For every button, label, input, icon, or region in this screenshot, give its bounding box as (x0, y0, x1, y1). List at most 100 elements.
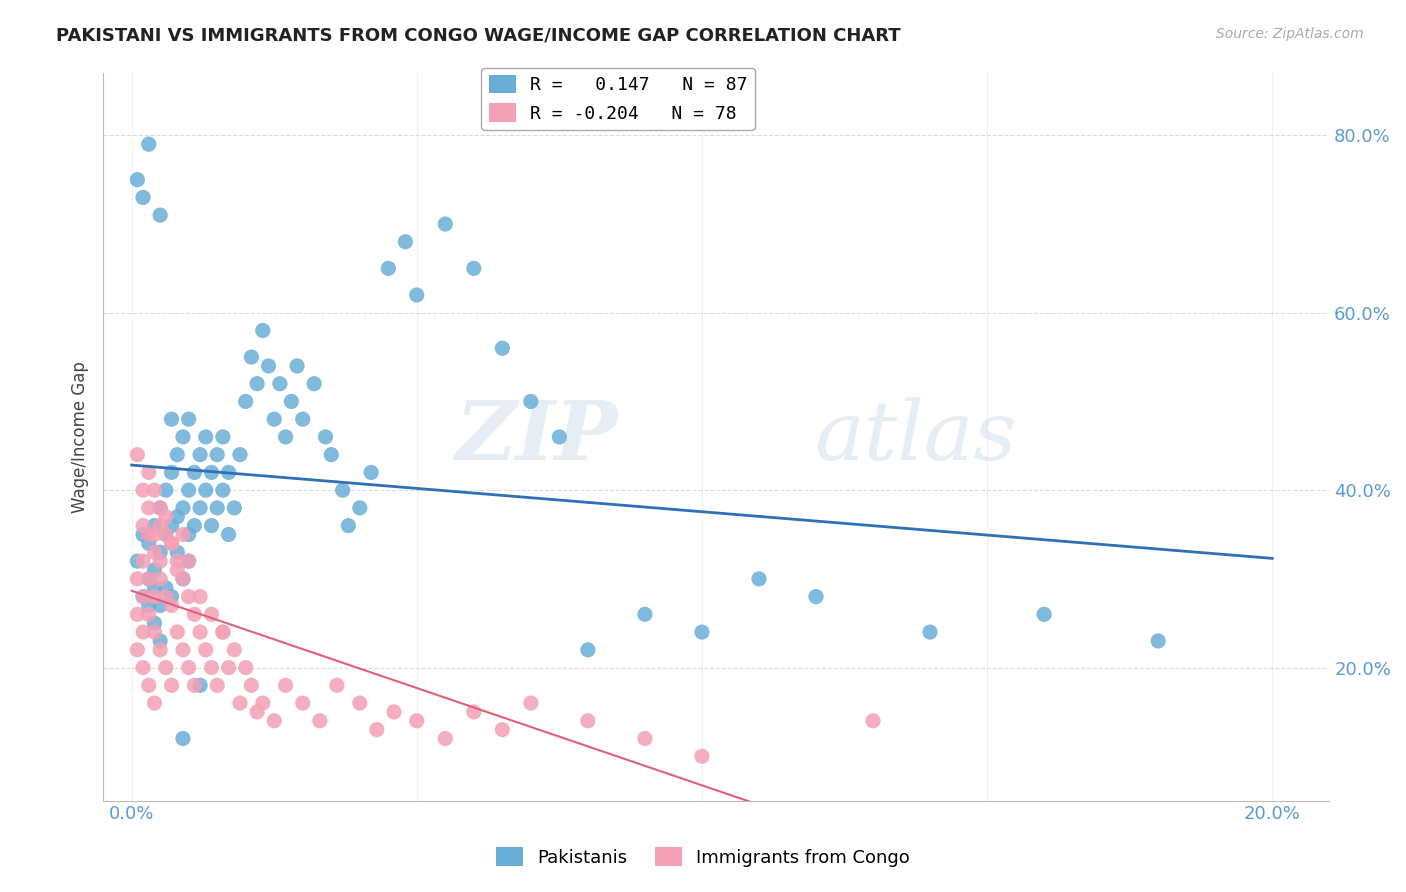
Point (149, 500, 172, 515)
Point (127, 554, 149, 568)
Point (155, 590, 177, 604)
Point (394, 235, 416, 249)
Point (246, 705, 269, 719)
Point (143, 563, 166, 577)
Point (257, 359, 280, 373)
Point (132, 590, 155, 604)
Point (132, 190, 155, 204)
Point (188, 625, 211, 640)
Point (155, 527, 177, 541)
Point (548, 430, 571, 444)
Point (183, 678, 205, 692)
Point (690, 749, 713, 764)
Point (366, 723, 388, 737)
Point (434, 217, 457, 231)
Point (155, 660, 177, 674)
Point (229, 696, 252, 710)
Point (132, 518, 155, 533)
Point (166, 448, 188, 462)
Point (235, 394, 257, 409)
Point (149, 634, 172, 648)
Point (634, 607, 657, 622)
Point (218, 660, 240, 674)
Point (138, 536, 160, 550)
Point (149, 554, 172, 568)
Point (280, 394, 302, 409)
Point (172, 572, 194, 586)
Point (291, 412, 314, 426)
Point (172, 731, 194, 746)
Point (360, 466, 382, 480)
Point (246, 376, 269, 391)
Point (138, 607, 160, 622)
Point (200, 607, 222, 622)
Point (138, 678, 160, 692)
Point (252, 323, 274, 337)
Point (155, 581, 177, 595)
Point (212, 430, 235, 444)
Point (172, 642, 194, 657)
Point (143, 696, 166, 710)
Point (149, 518, 172, 533)
Point (149, 208, 172, 222)
Point (166, 554, 188, 568)
Point (194, 642, 217, 657)
Point (160, 412, 183, 426)
Point (349, 500, 371, 515)
Point (132, 527, 155, 541)
Point (160, 518, 183, 533)
Point (166, 545, 188, 559)
Point (285, 359, 308, 373)
Point (143, 518, 166, 533)
Point (576, 642, 599, 657)
Point (405, 288, 427, 302)
Point (200, 518, 222, 533)
Point (166, 563, 188, 577)
Point (382, 705, 405, 719)
Point (160, 599, 183, 613)
Point (172, 527, 194, 541)
Point (138, 572, 160, 586)
Point (235, 660, 257, 674)
Point (188, 448, 211, 462)
Point (576, 714, 599, 728)
Point (188, 500, 211, 515)
Point (183, 518, 205, 533)
Point (377, 261, 399, 276)
Point (183, 466, 205, 480)
Point (337, 518, 360, 533)
Point (252, 696, 274, 710)
Point (491, 723, 513, 737)
Point (172, 430, 194, 444)
Point (149, 572, 172, 586)
Point (224, 642, 246, 657)
Point (160, 678, 183, 692)
Point (132, 660, 155, 674)
Point (205, 448, 228, 462)
Point (1147, 634, 1170, 648)
Point (172, 500, 194, 515)
Point (132, 554, 155, 568)
Point (143, 625, 166, 640)
Point (160, 590, 183, 604)
Point (177, 483, 200, 497)
Point (138, 599, 160, 613)
Point (263, 412, 285, 426)
Point (166, 509, 188, 524)
Point (177, 527, 200, 541)
Point (166, 625, 188, 640)
Point (315, 430, 337, 444)
Point (143, 483, 166, 497)
Point (127, 572, 149, 586)
Point (177, 554, 200, 568)
Point (212, 625, 235, 640)
Point (491, 341, 513, 355)
Point (240, 678, 263, 692)
Point (634, 731, 657, 746)
Point (177, 660, 200, 674)
Text: ZIP: ZIP (456, 397, 619, 477)
Point (918, 625, 941, 640)
Point (138, 137, 160, 152)
Legend: Pakistanis, Immigrants from Congo: Pakistanis, Immigrants from Congo (489, 840, 917, 874)
Point (200, 660, 222, 674)
